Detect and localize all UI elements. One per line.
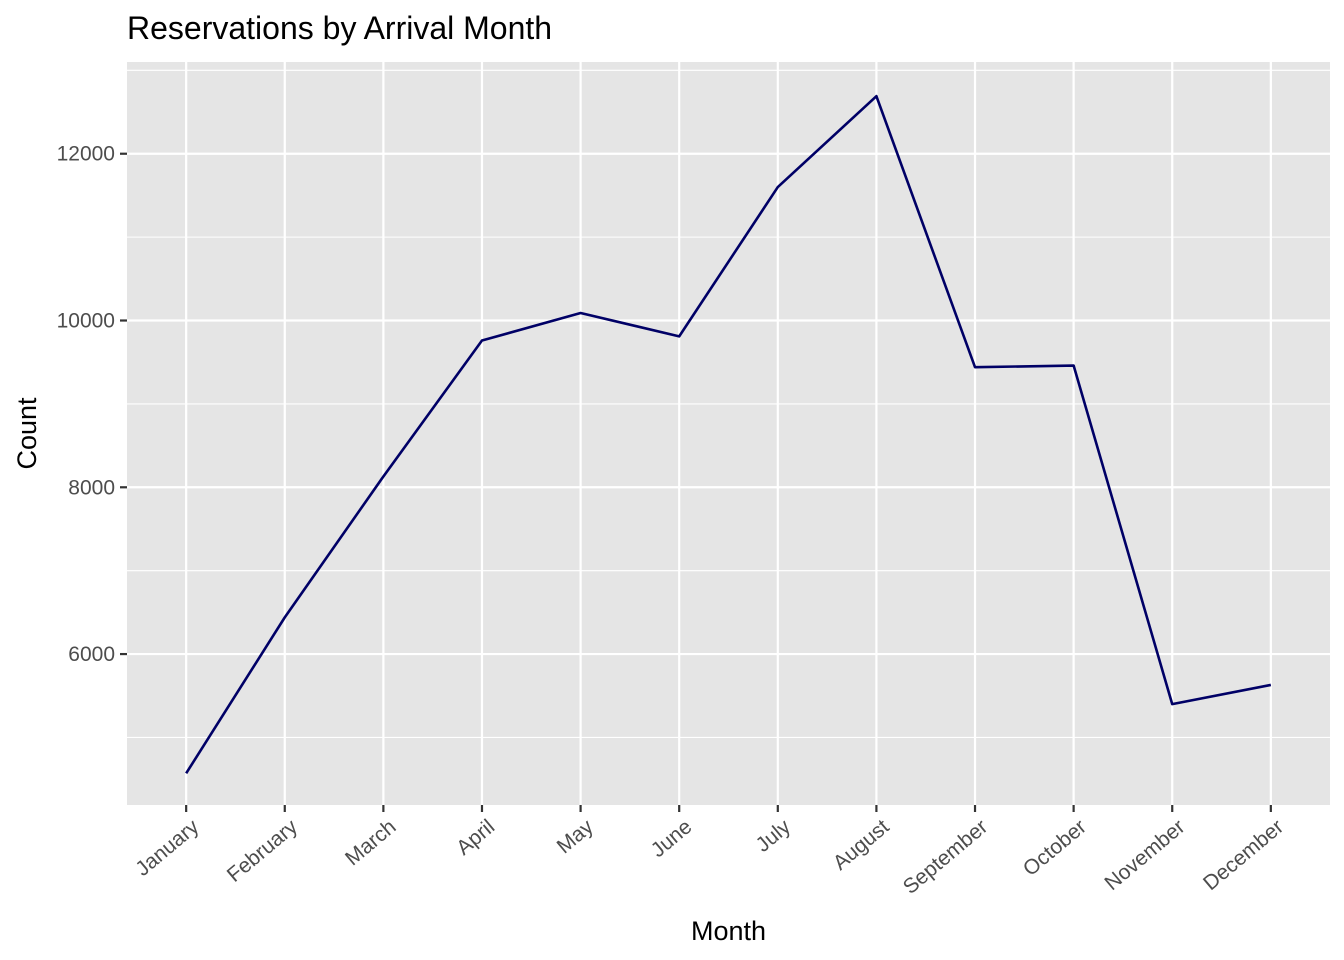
x-tick-label: June (647, 815, 697, 862)
y-tick-label: 8000 (68, 476, 115, 499)
x-tick-label: October (1019, 815, 1091, 881)
x-tick-label: May (553, 815, 599, 858)
x-tick-label: January (131, 815, 203, 881)
x-tick-label: March (341, 815, 400, 870)
y-axis: 6000 8000 10000 12000 (57, 143, 127, 666)
x-tick-label: July (752, 815, 796, 857)
major-gridlines (127, 62, 1330, 805)
x-axis-title: Month (691, 916, 766, 946)
series-line (185, 94, 1272, 775)
minor-gridlines (127, 69, 1330, 739)
x-tick-label: April (452, 815, 499, 860)
x-tick-label: February (223, 815, 303, 887)
x-tick-label: December (1199, 815, 1288, 895)
y-tick-label: 12000 (57, 143, 115, 166)
y-tick-label: 10000 (57, 310, 115, 333)
chart-title: Reservations by Arrival Month (127, 10, 552, 46)
y-tick-label: 6000 (68, 643, 115, 666)
y-axis-title: Count (12, 397, 42, 470)
x-tick-label: November (1100, 815, 1189, 895)
x-axis: January February March April May June July Augu… (131, 805, 1288, 899)
x-tick-label: September (899, 815, 992, 899)
plot-panel (127, 62, 1330, 805)
x-tick-label: August (829, 815, 894, 875)
